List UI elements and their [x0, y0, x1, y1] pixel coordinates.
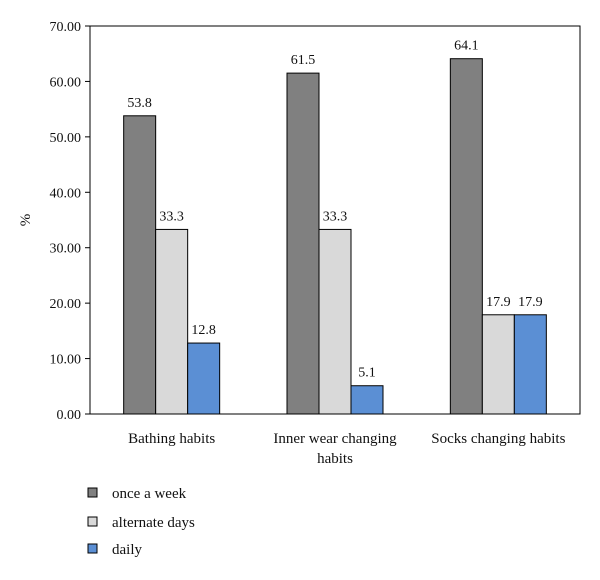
- x-category-label: Socks changing habits: [431, 431, 565, 447]
- bar: [513, 314, 547, 415]
- bar-value-label: 33.3: [159, 209, 184, 224]
- legend-label: alternate days: [112, 515, 195, 531]
- legend-label: daily: [112, 542, 142, 558]
- y-tick-label: 0.00: [57, 408, 82, 423]
- bar-value-label: 5.1: [358, 366, 376, 381]
- bar: [155, 228, 189, 415]
- bar: [123, 115, 157, 415]
- legend: once a week alternate days daily: [87, 486, 195, 558]
- x-category-label: Inner wear changing: [273, 431, 397, 447]
- bar-value-label: 17.9: [486, 295, 511, 310]
- legend-label: once a week: [112, 486, 187, 502]
- bar-value-label: 53.8: [127, 96, 152, 111]
- bar: [449, 58, 483, 415]
- y-tick-label: 50.00: [50, 131, 82, 146]
- bar: [350, 385, 384, 415]
- y-axis-ticks: 0.00 10.00 20.00 30.00 40.00 50.00 60.00 70.00: [50, 20, 90, 423]
- y-axis-label: %: [18, 214, 34, 227]
- legend-swatch: [87, 487, 98, 498]
- bar-value-label: 12.8: [191, 323, 216, 338]
- bar: [187, 342, 221, 415]
- x-category-label: habits: [317, 451, 353, 467]
- y-tick-label: 30.00: [50, 242, 82, 257]
- y-tick-label: 40.00: [50, 186, 82, 201]
- bars: [123, 58, 547, 415]
- value-labels: 53.8 33.3 12.8 61.5 33.3 5.1 64.1 17.9 17.9: [127, 39, 542, 381]
- bar-value-label: 33.3: [323, 209, 348, 224]
- legend-swatch: [87, 543, 98, 554]
- legend-swatch: [87, 516, 98, 527]
- y-tick-label: 10.00: [50, 353, 82, 368]
- x-axis-categories: Bathing habits Inner wear changing habits S…: [128, 431, 565, 467]
- bar-value-label: 17.9: [518, 295, 543, 310]
- bar-value-label: 61.5: [291, 53, 316, 68]
- bar: [318, 228, 352, 415]
- bar: [481, 314, 515, 415]
- y-tick-label: 60.00: [50, 75, 82, 90]
- x-category-label: Bathing habits: [128, 431, 215, 447]
- y-tick-label: 20.00: [50, 297, 82, 312]
- bar: [286, 72, 320, 415]
- bar-value-label: 64.1: [454, 39, 479, 54]
- y-tick-label: 70.00: [50, 20, 82, 35]
